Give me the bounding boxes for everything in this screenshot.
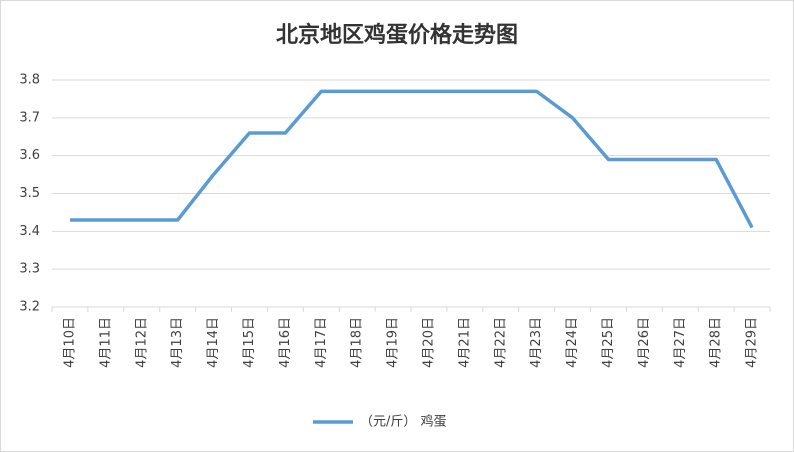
x-tick-label: 4月15日: [242, 317, 257, 368]
x-tick-label: 4月20日: [421, 317, 436, 368]
x-tick-label: 4月17日: [314, 317, 329, 368]
x-tick-label: 4月22日: [493, 317, 508, 368]
chart-title: 北京地区鸡蛋价格走势图: [276, 22, 518, 48]
y-tick-label: 3.2: [19, 300, 40, 315]
x-tick-label: 4月25日: [601, 317, 616, 368]
x-tick-label: 4月27日: [673, 317, 688, 368]
x-tick-label: 4月19日: [386, 317, 401, 368]
x-tick-label: 4月12日: [134, 317, 149, 368]
x-tick-label: 4月24日: [565, 317, 580, 368]
x-tick-label: 4月21日: [457, 317, 472, 368]
x-tick-label: 4月13日: [170, 317, 185, 368]
x-tick-label: 4月26日: [637, 317, 652, 368]
y-tick-label: 3.3: [19, 262, 40, 277]
x-tick-label: 4月23日: [529, 317, 544, 368]
x-tick-label: 4月10日: [62, 317, 77, 368]
series-line: [69, 89, 754, 229]
x-tick-label: 4月11日: [98, 317, 113, 368]
legend-label: （元/斤） 鸡蛋: [360, 414, 447, 430]
y-tick-label: 3.4: [19, 224, 40, 239]
x-tick-label: 4月29日: [745, 317, 760, 368]
y-tick-label: 3.6: [19, 148, 40, 163]
x-tick-label: 4月16日: [278, 317, 293, 368]
y-tick-label: 3.7: [19, 110, 40, 125]
y-tick-label: 3.8: [19, 73, 40, 88]
x-tick-label: 4月18日: [350, 317, 365, 368]
x-tick-label: 4月14日: [206, 317, 221, 368]
x-tick-label: 4月28日: [709, 317, 724, 368]
y-tick-label: 3.5: [19, 186, 40, 201]
